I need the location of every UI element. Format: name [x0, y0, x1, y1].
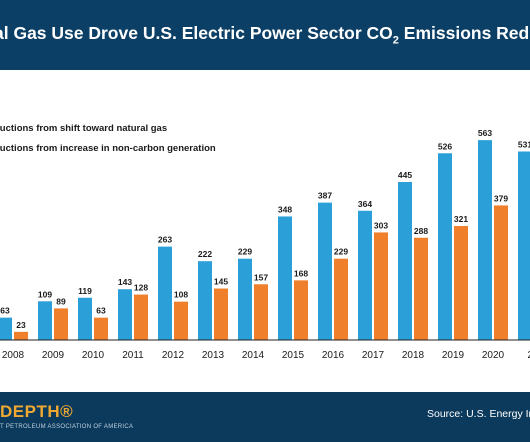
bar-non-carbon-2011	[134, 294, 148, 340]
title-banner: al Gas Use Drove U.S. Electric Power Sec…	[0, 0, 530, 70]
value-label-natural-gas-2015: 348	[278, 204, 292, 214]
bar-natural-gas-2011	[118, 289, 132, 340]
value-label-natural-gas-2019: 526	[438, 141, 452, 151]
x-tick-label-2020: 2020	[482, 350, 505, 361]
value-label-natural-gas-2012: 263	[158, 235, 172, 245]
x-tick-label-2014: 2014	[242, 350, 265, 361]
bar-natural-gas-2017	[358, 210, 372, 340]
x-tick-label-2011: 2011	[122, 350, 144, 361]
bar-non-carbon-2014	[254, 284, 268, 340]
bar-natural-gas-2009	[38, 301, 52, 340]
value-label-natural-gas-2011: 143	[118, 277, 132, 287]
value-label-natural-gas-2008: 63	[0, 306, 10, 316]
bar-natural-gas-2016	[318, 202, 332, 340]
value-label-non-carbon-2020: 379	[494, 193, 508, 203]
bar-non-carbon-2018	[414, 237, 428, 340]
footer-bar: DEPTH® T PETROLEUM ASSOCIATION OF AMERIC…	[0, 392, 530, 442]
x-tick-label-2012: 2012	[162, 350, 185, 361]
bar-non-carbon-2008	[14, 331, 28, 340]
x-tick-label-2021: 20	[527, 350, 530, 361]
bar-non-carbon-2010	[94, 317, 108, 340]
value-label-non-carbon-2009: 89	[56, 296, 66, 306]
bar-non-carbon-2013	[214, 288, 228, 340]
legend-item-non-carbon: ductions from increase in non-carbon gen…	[0, 143, 216, 154]
title-main: al Gas Use Drove U.S. Electric Power Sec…	[0, 23, 393, 43]
value-label-natural-gas-2010: 119	[78, 286, 92, 296]
legend-item-natural-gas: ductions from shift toward natural gas	[0, 123, 167, 134]
chart-panel: 2 ductions from shift toward natural gas…	[0, 70, 530, 392]
bar-natural-gas-2008	[0, 317, 12, 340]
value-label-natural-gas-2017: 364	[358, 199, 372, 209]
bar-natural-gas-2021	[518, 151, 530, 340]
value-label-natural-gas-2020: 563	[478, 128, 492, 138]
bar-non-carbon-2017	[374, 232, 388, 340]
bar-natural-gas-2018	[398, 182, 412, 340]
title-subscript: 2	[392, 34, 399, 47]
value-label-non-carbon-2012: 108	[174, 290, 188, 300]
source-note: Source: U.S. Energy Info	[427, 408, 530, 420]
legend-label-non-carbon: ductions from increase in non-carbon gen…	[0, 143, 216, 154]
value-label-non-carbon-2017: 303	[374, 220, 388, 230]
x-tick-label-2017: 2017	[362, 350, 385, 361]
bar-non-carbon-2012	[174, 301, 188, 340]
logo-tagline: T PETROLEUM ASSOCIATION OF AMERICA	[0, 424, 134, 430]
x-tick-label-2018: 2018	[402, 350, 425, 361]
value-label-non-carbon-2013: 145	[214, 277, 228, 287]
bars-group	[0, 140, 530, 340]
value-label-non-carbon-2008: 23	[16, 320, 26, 330]
bar-non-carbon-2019	[454, 226, 468, 340]
logo-wordmark: DEPTH®	[0, 402, 74, 421]
legend-label-natural-gas: ductions from shift toward natural gas	[0, 123, 168, 134]
bar-natural-gas-2015	[278, 216, 292, 340]
value-label-non-carbon-2016: 229	[334, 247, 348, 257]
x-tick-label-2010: 2010	[82, 350, 105, 361]
bar-natural-gas-2014	[238, 258, 252, 340]
value-label-natural-gas-2009: 109	[38, 289, 52, 299]
bar-natural-gas-2010	[78, 297, 92, 340]
bar-non-carbon-2016	[334, 258, 348, 340]
x-tick-labels-group: 2008 2009 2010 2011 2012 2013 2014 2015 2016 2017…	[2, 350, 530, 361]
value-label-natural-gas-2014: 229	[238, 247, 252, 257]
x-tick-label-2016: 2016	[322, 350, 345, 361]
value-label-non-carbon-2011: 128	[134, 283, 148, 293]
chart-title: al Gas Use Drove U.S. Electric Power Sec…	[0, 23, 530, 47]
value-label-non-carbon-2018: 288	[414, 226, 428, 236]
value-label-natural-gas-2021: 531	[518, 139, 530, 149]
value-label-non-carbon-2010: 63	[96, 306, 106, 316]
bar-natural-gas-2020	[478, 140, 492, 340]
bar-natural-gas-2013	[198, 261, 212, 340]
x-tick-label-2015: 2015	[282, 350, 305, 361]
bar-non-carbon-2015	[294, 280, 308, 340]
value-label-non-carbon-2015: 168	[294, 268, 308, 278]
x-tick-label-2009: 2009	[42, 350, 65, 361]
value-label-natural-gas-2016: 387	[318, 191, 332, 201]
value-label-natural-gas-2013: 222	[198, 249, 212, 259]
bar-natural-gas-2019	[438, 153, 452, 340]
x-tick-label-2019: 2019	[442, 350, 465, 361]
value-label-non-carbon-2014: 157	[254, 272, 268, 282]
x-tick-label-2008: 2008	[2, 350, 25, 361]
title-tail: Emissions Reductio	[403, 23, 530, 43]
value-label-non-carbon-2019: 321	[454, 214, 468, 224]
x-tick-label-2013: 2013	[202, 350, 225, 361]
bar-non-carbon-2020	[494, 205, 508, 340]
value-label-natural-gas-2018: 445	[398, 170, 412, 180]
bar-natural-gas-2012	[158, 246, 172, 340]
bar-non-carbon-2009	[54, 308, 68, 340]
